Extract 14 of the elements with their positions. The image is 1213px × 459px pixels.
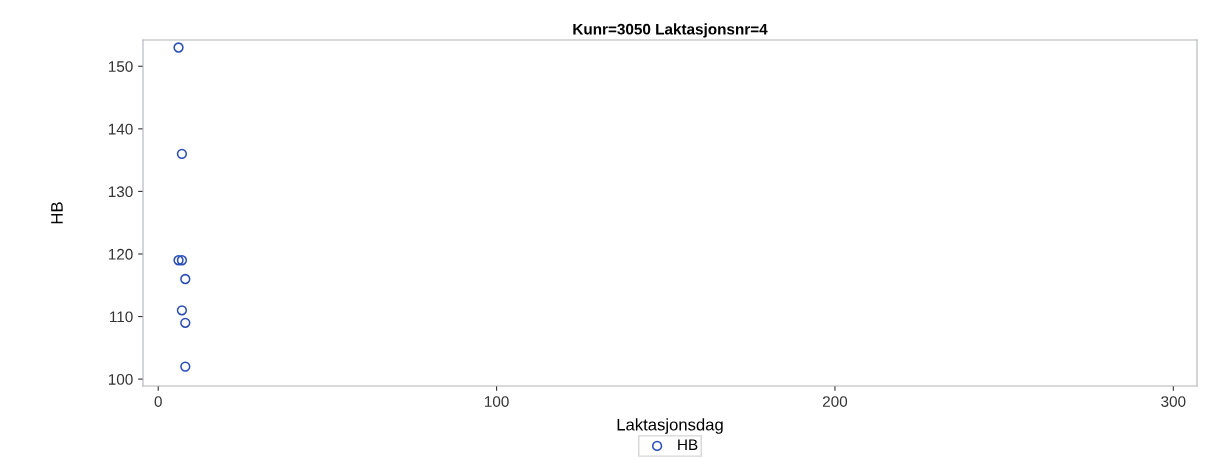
x-tick-label: 200 [822, 396, 848, 407]
y-tick-label: 130 [108, 186, 133, 198]
x-tick-label: 100 [485, 396, 509, 407]
y-axis-title: HB [51, 202, 63, 224]
x-tick-label: 300 [1161, 396, 1186, 407]
y-tick-label: 100 [108, 373, 133, 385]
legend-label: HB [678, 439, 698, 450]
y-tick-label: 120 [108, 248, 133, 260]
chart-title: Kunr=3050 Laktasjonsnr=4 [573, 23, 768, 38]
x-axis-title: Laktasjonsdag [617, 418, 723, 434]
x-tick-label: 0 [154, 396, 162, 407]
y-tick-label: 110 [110, 311, 133, 323]
y-tick-label: 140 [108, 123, 133, 135]
y-tick-label: 150 [108, 61, 133, 72]
